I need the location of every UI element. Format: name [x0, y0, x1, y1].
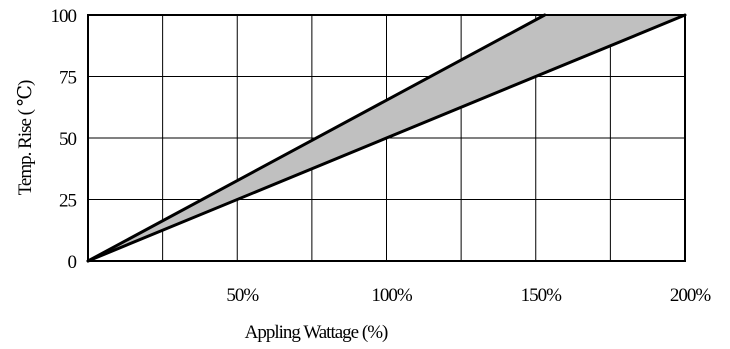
y-axis-ticks: 0 25 50 75 100	[51, 6, 78, 273]
x-tick-label: 200%	[670, 285, 712, 306]
y-tick-label: 100	[51, 6, 77, 27]
x-tick-label: 150%	[521, 285, 563, 306]
y-tick-label: 25	[59, 191, 77, 212]
x-axis-label: Appling Wattage (%)	[245, 322, 388, 343]
y-tick-label: 50	[59, 129, 77, 150]
upper-bound-line	[86, 13, 547, 263]
series-lines	[86, 13, 687, 263]
plot-frame	[87, 14, 686, 262]
x-tick-label: 100%	[371, 285, 413, 306]
y-axis-label: Temp. Rise ( ℃)	[15, 80, 36, 195]
x-tick-label: 50%	[226, 285, 259, 306]
y-tick-label: 75	[59, 68, 77, 89]
x-axis-ticks: 50% 100% 150% 200%	[226, 285, 712, 306]
y-tick-label: 0	[68, 252, 77, 273]
lower-bound-line	[86, 13, 687, 263]
